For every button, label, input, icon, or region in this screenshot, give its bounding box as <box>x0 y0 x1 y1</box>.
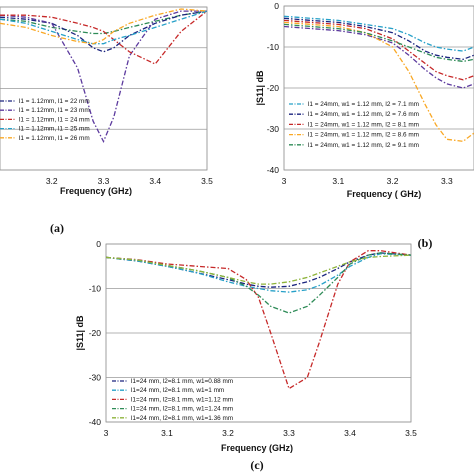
series-line-unlabeled <box>0 10 207 35</box>
x-axis-title: Frequency (GHz) <box>221 443 293 453</box>
series-line-2 <box>284 17 474 60</box>
panel-c: 0 -10 -20 -30 -403 3.1 3.2 3.3 3.4 3.5 Frequency (… <box>75 239 417 472</box>
series-line-5 <box>0 8 207 45</box>
x-axis-title: Frequency (GHz) <box>60 186 132 196</box>
legend-label: l1=24 mm, l2=8.1 mm, w1=1 mm <box>131 387 224 394</box>
x-tick-label: 3.5 <box>405 428 417 438</box>
series-line-4 <box>0 10 207 45</box>
y-tick-label: -40 <box>89 417 102 427</box>
series-line-5 <box>106 254 411 285</box>
x-tick-label: 3 <box>282 176 287 186</box>
legend-label: l1 = 24mm, w1 = 1.12 mm, l2 = 9.1 mm <box>308 142 419 149</box>
legend-label: l1=24 mm, l2=8.1 mm, w1=0.88 mm <box>131 378 233 385</box>
series-line-3 <box>0 10 207 65</box>
series-line-4 <box>284 21 474 142</box>
panel-caption: (c) <box>250 458 263 472</box>
panel-caption: (a) <box>50 221 64 235</box>
y-tick-label: -10 <box>89 284 102 294</box>
series-line-1 <box>284 15 474 52</box>
series-line-5 <box>284 23 474 63</box>
x-tick-label: 3.4 <box>149 176 161 186</box>
legend-label: l1 = 1.12mm, l1 = 24 mm <box>19 116 90 123</box>
y-tick-label: 0 <box>274 1 279 11</box>
panel-caption: (b) <box>418 236 433 250</box>
series-line-unlabeled <box>284 25 474 89</box>
y-axis-title: |S11| dB <box>255 70 265 106</box>
series-group <box>106 250 411 390</box>
x-tick-label: 3 <box>104 428 109 438</box>
series-line-3 <box>106 250 411 390</box>
x-tick-label: 3.4 <box>344 428 356 438</box>
panel-b: 0 -10 -20 -30 -403 3.1 3.2 3.3 Frequency ( GHz) |… <box>255 1 474 250</box>
y-tick-label: 0 <box>96 239 101 249</box>
x-tick-label: 3.1 <box>332 176 344 186</box>
legend-label: l1 = 24mm, w1 = 1.12 mm, l2 = 8.1 mm <box>308 121 419 128</box>
x-tick-label: 3.2 <box>46 176 58 186</box>
y-tick-label: -30 <box>267 124 280 134</box>
legend-label: l1 = 24mm, w1 = 1.12 mm, l2 = 7.1 mm <box>308 101 419 108</box>
x-tick-label: 3.1 <box>161 428 173 438</box>
legend-label: l1 = 1.12mm, l1 = 25 mm <box>19 126 90 133</box>
x-axis-title: Frequency ( GHz) <box>347 189 422 199</box>
legend-label: l1 = 1.12mm, l1 = 23 mm <box>19 107 90 114</box>
legend-label: l1 = 1.12mm, l1 = 22 mm <box>19 98 90 105</box>
y-axis-title: |S11| dB <box>75 315 85 351</box>
legend-label: l1=24 mm, l2=8.1 mm, w1=1.24 mm <box>131 406 233 413</box>
y-tick-label: -30 <box>89 373 102 383</box>
series-group <box>0 8 207 144</box>
x-tick-label: 3.3 <box>441 176 453 186</box>
y-tick-label: -20 <box>89 328 102 338</box>
panel-a: 3.2 3.3 3.4 3.5 Frequency (GHz) l1 = 1.12mm, … <box>0 6 213 235</box>
legend-label: l1=24 mm, l2=8.1 mm, w1=1.12 mm <box>131 396 233 403</box>
y-tick-label: -40 <box>267 165 280 175</box>
x-tick-label: 3.2 <box>387 176 399 186</box>
x-tick-label: 3.5 <box>201 176 213 186</box>
series-line-2 <box>0 10 207 144</box>
series-line-2 <box>106 253 411 293</box>
series-group <box>284 15 474 142</box>
x-tick-label: 3.3 <box>98 176 110 186</box>
legend-label: l1 = 1.12mm, l1 = 26 mm <box>19 135 90 142</box>
legend-label: l1=24 mm, l2=8.1 mm, w1=1.36 mm <box>131 415 233 422</box>
legend-label: l1 = 24mm, w1 = 1.12 mm, l2 = 7.6 mm <box>308 111 419 118</box>
y-tick-label: -20 <box>267 83 280 93</box>
series-line-3 <box>284 19 474 81</box>
x-tick-label: 3.2 <box>222 428 234 438</box>
y-tick-label: -10 <box>267 42 280 52</box>
x-tick-label: 3.3 <box>283 428 295 438</box>
legend-label: l1 = 24mm, w1 = 1.12 mm, l2 = 8.6 mm <box>308 132 419 139</box>
